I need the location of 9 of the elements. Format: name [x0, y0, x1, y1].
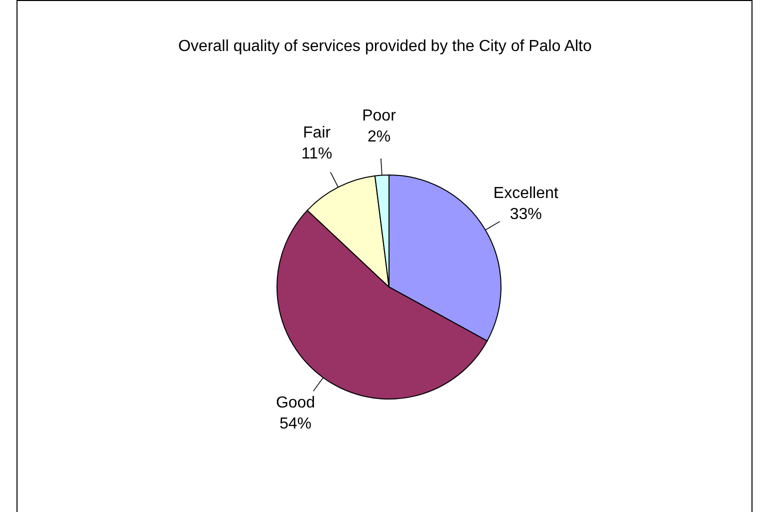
slice-label: Fair — [303, 124, 332, 142]
data-label: 2% — [367, 128, 391, 146]
slice-label: Excellent — [493, 185, 559, 202]
slice-label: Poor — [362, 107, 397, 124]
chart-title: Overall quality of services provided by the City of Palo Alto — [178, 38, 592, 55]
slice-label: Good — [276, 394, 316, 412]
data-label: 33% — [510, 206, 542, 224]
data-label: 54% — [280, 416, 312, 433]
data-label: 11% — [301, 145, 332, 162]
